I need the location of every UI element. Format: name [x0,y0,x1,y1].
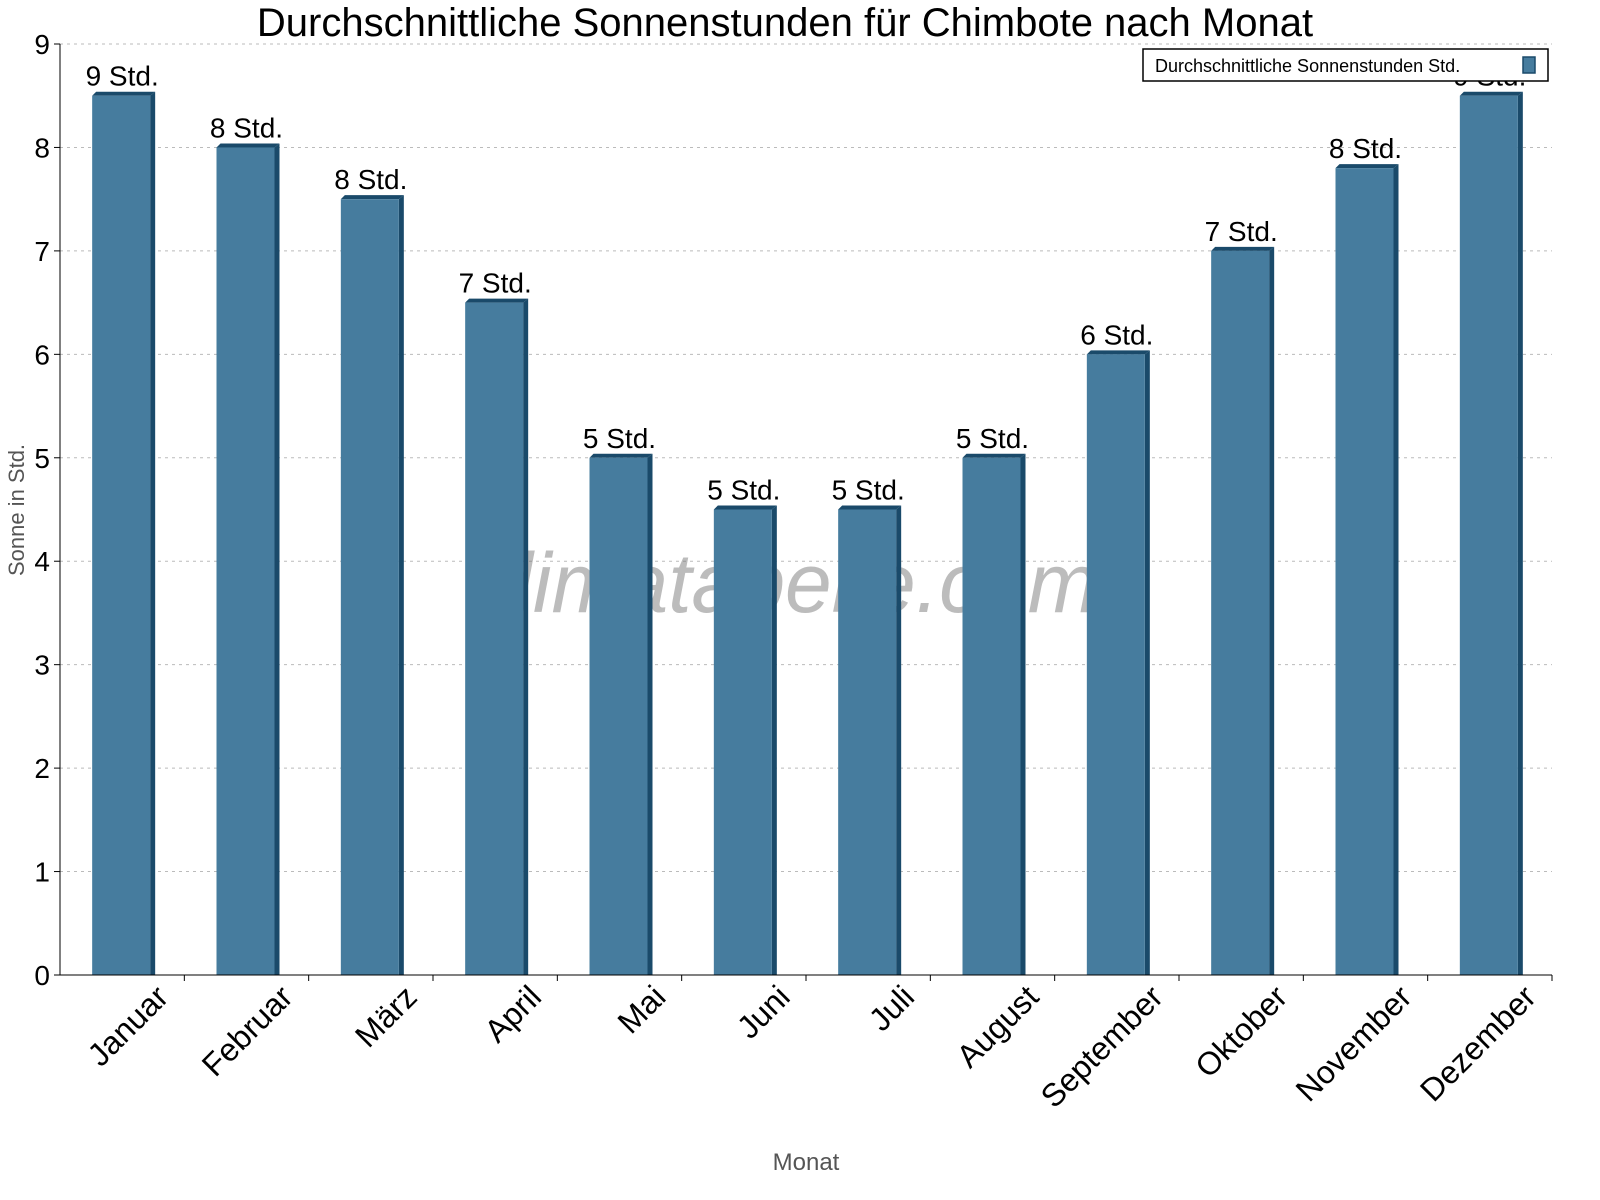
bar-side [1393,164,1399,976]
bar-top [465,298,529,303]
bar-april [465,298,529,976]
bar-side [896,505,902,975]
legend-label: Durchschnittliche Sonnenstunden Std. [1155,56,1460,76]
x-tick-label: März [348,978,424,1054]
bar-side [1020,453,1026,975]
y-tick-label: 2 [34,753,50,784]
bar-august [962,453,1026,975]
bar-top [216,143,280,148]
data-label: 9 Std. [86,61,159,92]
y-tick-label: 1 [34,857,50,888]
data-label: 5 Std. [583,423,656,454]
y-tick-label: 3 [34,650,50,681]
data-label: 5 Std. [956,423,1029,454]
bar [1086,354,1145,975]
bar-september [1086,350,1150,975]
y-axis-label: Sonne in Std. [4,444,29,576]
x-tick-label: Oktober [1188,978,1294,1084]
y-tick-label: 6 [34,339,50,370]
bar [92,95,151,975]
bar-top [589,453,653,458]
bar [1335,168,1394,976]
bar-side [523,298,529,976]
bar-top [713,505,777,510]
x-tick-label: Juli [862,978,921,1037]
bar-top [1086,350,1150,355]
x-tick-label: Juni [730,978,797,1045]
x-tick-label: August [950,978,1046,1074]
legend-swatch [1522,56,1536,74]
x-tick-label: Dezember [1413,978,1543,1108]
bar-januar [92,91,156,975]
bar-top [1459,91,1523,96]
x-tick-label: Januar [80,978,175,1073]
bar [216,147,275,975]
bar-top [92,91,156,96]
bar-mai [589,453,653,975]
bar [589,457,648,975]
x-axis-label: Monat [773,1149,840,1176]
bar [1211,250,1270,975]
legend: Durchschnittliche Sonnenstunden Std. [1142,48,1549,82]
bar-top [1335,164,1399,169]
x-tick-label: April [477,978,548,1049]
bar-februar [216,143,280,975]
bar-märz [340,195,404,975]
y-tick-label: 9 [34,29,50,60]
bar-juli [838,505,902,975]
bar-juni [713,505,777,975]
bar-top [1211,246,1275,251]
data-label: 8 Std. [210,112,283,143]
bar [962,457,1021,975]
data-label: 8 Std. [334,164,407,195]
bar-november [1335,164,1399,976]
bar-top [838,505,902,510]
bar [465,302,524,976]
bar-oktober [1211,246,1275,975]
bar-side [1144,350,1150,975]
bar-side [1269,246,1275,975]
data-label: 7 Std. [459,268,532,299]
data-label: 7 Std. [1205,216,1278,247]
bar-dezember [1459,91,1523,975]
bar [838,509,897,975]
bar-side [1517,91,1523,975]
bar-top [340,195,404,200]
bar [1459,95,1518,975]
bar-side [647,453,653,975]
y-tick-label: 0 [34,960,50,991]
y-tick-label: 7 [34,236,50,267]
bar-side [274,143,280,975]
bar [713,509,772,975]
x-tick-label: November [1289,978,1419,1108]
bar [340,199,399,975]
data-label: 5 Std. [832,475,905,506]
y-tick-label: 8 [34,132,50,163]
chart-title: Durchschnittliche Sonnenstunden für Chim… [257,1,1313,45]
x-tick-label: Februar [195,978,300,1083]
bar-side [771,505,777,975]
data-label: 8 Std. [1329,133,1402,164]
data-label: 5 Std. [707,475,780,506]
y-tick-label: 5 [34,443,50,474]
x-tick-label: Mai [611,978,673,1040]
data-label: 6 Std. [1080,319,1153,350]
bar-side [398,195,404,975]
bar-side [150,91,156,975]
x-tick-label: September [1034,978,1170,1114]
bar-top [962,453,1026,458]
y-tick-label: 4 [34,546,50,577]
